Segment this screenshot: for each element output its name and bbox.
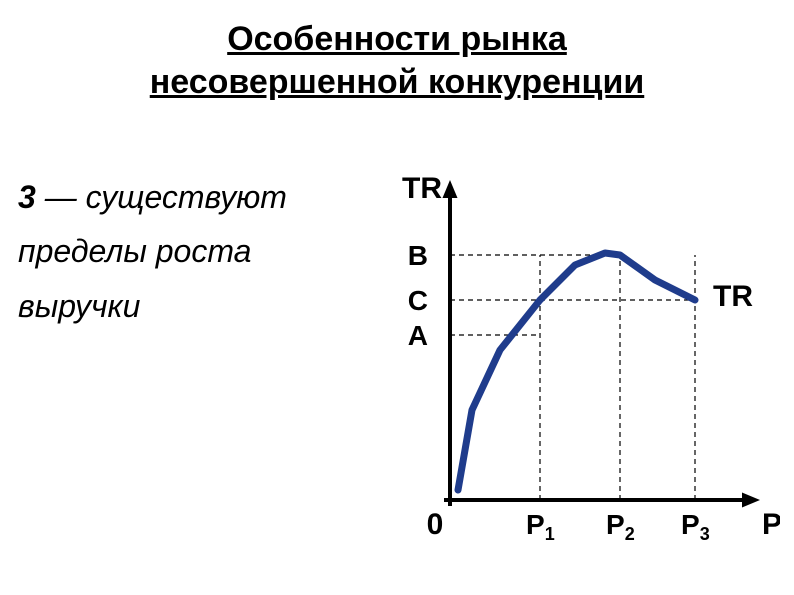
page-title: Особенности рынка несовершенной конкурен… bbox=[0, 18, 794, 103]
title-line2: несовершенной конкуренции bbox=[150, 63, 645, 101]
left-line1-sep: — bbox=[36, 179, 86, 215]
left-line1-prefix: 3 bbox=[18, 179, 36, 215]
svg-text:P1: P1 bbox=[526, 509, 555, 544]
left-line2: пределы роста bbox=[18, 224, 348, 278]
left-text-block: 3 — существуют пределы роста выручки bbox=[18, 170, 348, 333]
chart-svg: TR 0 P TR BCA P1 P2 P3 bbox=[360, 160, 780, 560]
title-line1: Особенности рынка bbox=[227, 20, 567, 58]
svg-text:P2: P2 bbox=[606, 509, 635, 544]
left-line3: выручки bbox=[18, 279, 348, 333]
svg-text:TR: TR bbox=[402, 172, 442, 205]
left-line1-rest: существуют bbox=[86, 179, 287, 215]
svg-text:0: 0 bbox=[427, 508, 444, 541]
svg-text:TR: TR bbox=[713, 280, 753, 313]
left-line1: 3 — существуют bbox=[18, 170, 348, 224]
svg-text:P3: P3 bbox=[681, 509, 710, 544]
svg-text:B: B bbox=[408, 240, 428, 271]
chart-container: TR 0 P TR BCA P1 P2 P3 bbox=[360, 160, 780, 560]
svg-text:P: P bbox=[762, 508, 780, 541]
svg-text:C: C bbox=[408, 285, 428, 316]
svg-text:A: A bbox=[408, 320, 428, 351]
